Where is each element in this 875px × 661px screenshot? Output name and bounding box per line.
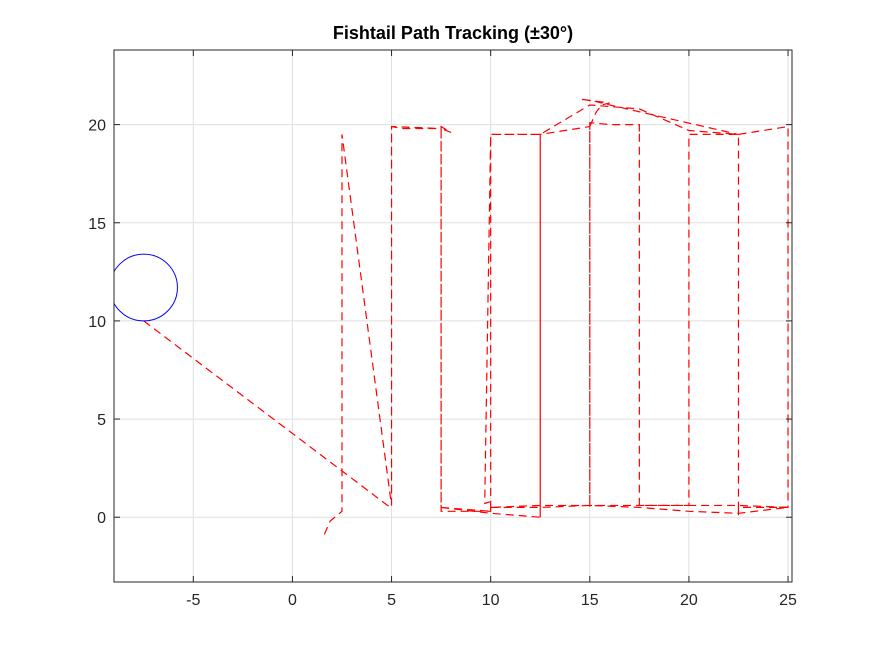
- y-tick-label: 15: [88, 216, 106, 233]
- x-tick-label: 20: [680, 592, 698, 609]
- y-tick-label: 5: [97, 412, 106, 429]
- series-group: [114, 98, 789, 536]
- x-tick-label: 15: [581, 592, 599, 609]
- ticks: -5 0 5 10 15 20 25 0 5 10 15 20: [88, 50, 797, 609]
- obstacle-circle: [114, 253, 178, 322]
- axes-background: [114, 50, 792, 582]
- x-tick-label: 5: [387, 592, 396, 609]
- tracking-path-line: [579, 98, 739, 135]
- chart-title: Fishtail Path Tracking (±30°): [333, 23, 573, 43]
- tracking-path-line: [441, 506, 541, 518]
- x-tick-label: -5: [186, 592, 200, 609]
- axes-box: [113, 49, 793, 583]
- y-tick-label: 10: [88, 314, 106, 331]
- y-tick-label: 20: [88, 118, 106, 135]
- x-tick-label: 25: [779, 592, 797, 609]
- x-tick-label: 10: [482, 592, 500, 609]
- plot-area: [114, 98, 789, 536]
- y-tick-label: 0: [97, 510, 106, 527]
- x-tick-label: 0: [288, 592, 297, 609]
- tracking-path-line: [490, 504, 789, 514]
